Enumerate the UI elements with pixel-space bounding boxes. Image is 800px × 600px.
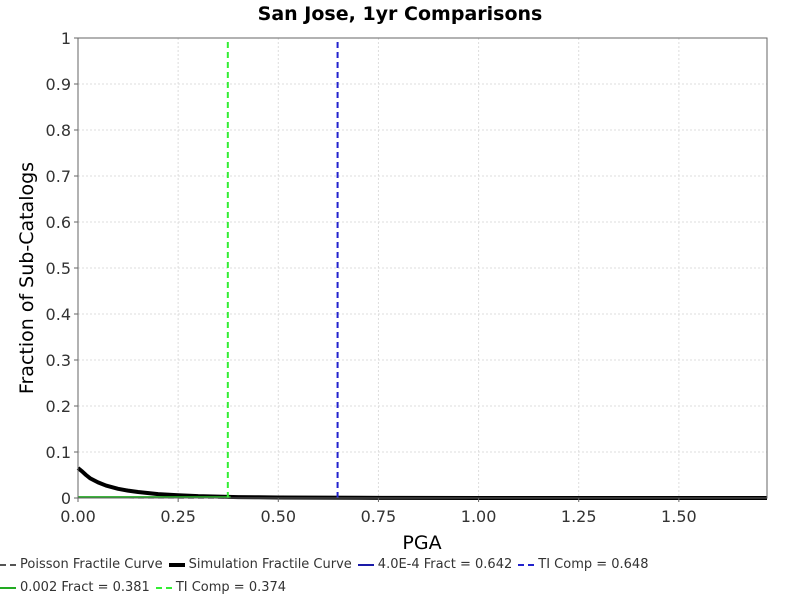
series-line-1 [76,466,767,500]
legend-item-simulation: Simulation Fractile Curve [168,557,352,572]
grid [77,37,767,499]
y-axis-ticks: 0 0.1 0.2 0.3 0.4 0.5 0.6 0.7 0.8 0.9 1 [46,29,78,508]
legend-row-1: Poisson Fractile Curve Simulation Fracti… [0,553,800,576]
y-tick-label: 1 [61,29,71,48]
y-axis-title: Fraction of Sub-Catalogs [16,162,38,394]
legend-item-fract-642: 4.0E-4 Fract = 0.642 [357,557,513,572]
legend-label-ti-374: TI Comp = 0.374 [175,580,287,595]
y-tick-label: 0 [61,489,71,508]
legend-item-poisson: Poisson Fractile Curve [0,557,163,572]
y-tick-label: 0.5 [46,259,71,278]
legend-label-simulation: Simulation Fractile Curve [188,557,352,572]
legend-swatch-fract-642 [357,563,374,566]
legend-swatch-simulation [168,562,185,567]
y-tick-label: 0.6 [46,213,71,232]
chart-title: San Jose, 1yr Comparisons [258,3,543,25]
y-tick-label: 0.9 [46,75,71,94]
x-tick-label: 0.25 [160,507,196,526]
y-tick-label: 0.2 [46,397,71,416]
legend: Poisson Fractile Curve Simulation Fracti… [0,553,800,599]
legend-label-fract-381: 0.002 Fract = 0.381 [20,580,150,595]
legend-item-fract-381: 0.002 Fract = 0.381 [0,580,150,595]
y-tick-label: 0.7 [46,167,71,186]
y-tick-label: 0.1 [46,443,71,462]
legend-swatch-ti-374 [155,586,172,589]
legend-swatch-fract-381 [0,586,16,589]
x-axis-title: PGA [402,532,441,554]
x-tick-label: 0.00 [60,507,96,526]
y-tick-label: 0.8 [46,121,71,140]
x-tick-label: 0.50 [260,507,296,526]
legend-label-poisson: Poisson Fractile Curve [20,557,163,572]
legend-swatch-ti-648 [518,563,535,566]
legend-swatch-poisson [0,563,16,566]
x-tick-label: 0.75 [361,507,397,526]
legend-item-ti-648: TI Comp = 0.648 [518,557,648,572]
x-tick-label: 1.50 [661,507,697,526]
x-tick-label: 1.25 [561,507,597,526]
legend-row-2: 0.002 Fract = 0.381 TI Comp = 0.374 [0,576,800,599]
y-tick-label: 0.3 [46,351,71,370]
x-axis-ticks: 0.00 0.25 0.50 0.75 1.00 1.25 1.50 [60,498,697,526]
legend-label-fract-642: 4.0E-4 Fract = 0.642 [377,557,513,572]
legend-item-ti-374: TI Comp = 0.374 [155,580,287,595]
legend-label-ti-648: TI Comp = 0.648 [538,557,649,572]
x-tick-label: 1.00 [461,507,497,526]
y-tick-label: 0.4 [46,305,71,324]
